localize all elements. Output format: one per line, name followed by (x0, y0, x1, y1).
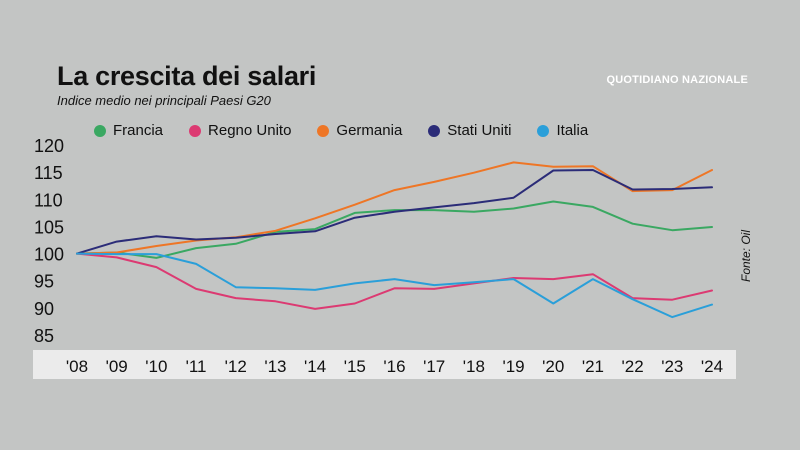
y-tick-label: 85 (34, 326, 54, 346)
y-tick-label: 120 (34, 136, 64, 156)
y-tick-label: 105 (34, 217, 64, 237)
legend-item: Francia (94, 122, 163, 139)
x-tick-label: '12 (225, 357, 247, 376)
x-axis-band (33, 350, 736, 379)
x-tick-label: '10 (145, 357, 167, 376)
x-tick-label: '09 (106, 357, 128, 376)
x-tick-label: '22 (622, 357, 644, 376)
legend-item: Regno Unito (189, 122, 291, 139)
legend-dot-icon (94, 124, 106, 137)
legend-item: Italia (537, 122, 588, 139)
x-tick-label: '08 (66, 357, 88, 376)
x-tick-label: '24 (701, 357, 723, 376)
legend-label: Stati Uniti (447, 122, 512, 139)
x-tick-label: '21 (582, 357, 604, 376)
brand-logo: QUOTIDIANO NAZIONALE (606, 74, 748, 86)
legend-item: Germania (317, 122, 402, 139)
y-tick-label: 95 (34, 272, 54, 292)
legend-dot-icon (189, 124, 202, 137)
chart-subtitle: Indice medio nei principali Paesi G20 (57, 93, 271, 108)
y-tick-label: 90 (34, 299, 54, 319)
x-tick-label: '16 (383, 357, 405, 376)
x-tick-label: '17 (423, 357, 445, 376)
x-tick-label: '20 (542, 357, 564, 376)
x-tick-label: '15 (344, 357, 366, 376)
legend-label: Italia (556, 122, 589, 139)
legend-item: Stati Uniti (428, 122, 511, 139)
x-tick-label: '14 (304, 357, 326, 376)
legend-label: Francia (113, 122, 164, 139)
series-line-stati-uniti (76, 169, 713, 255)
legend: Francia Regno Unito Germania Stati Uniti Ita… (94, 122, 614, 139)
y-tick-label: 100 (34, 245, 64, 265)
legend-label: Regno Unito (208, 122, 292, 139)
legend-label: Germania (336, 122, 403, 139)
chart-title: La crescita dei salari (57, 61, 317, 91)
series-line-italia (76, 252, 713, 319)
legend-dot-icon (537, 124, 550, 137)
x-tick-label: '19 (502, 357, 524, 376)
legend-dot-icon (428, 124, 441, 137)
y-tick-label: 115 (34, 163, 63, 183)
legend-dot-icon (317, 124, 330, 137)
series-line-francia (76, 200, 713, 259)
x-tick-label: '23 (661, 357, 683, 376)
series-line-regno-unito (76, 252, 713, 310)
series-line-germania (76, 161, 713, 255)
x-tick-label: '13 (264, 357, 286, 376)
y-tick-label: 110 (34, 190, 63, 210)
x-tick-label: '11 (186, 357, 207, 376)
x-tick-label: '18 (463, 357, 485, 376)
